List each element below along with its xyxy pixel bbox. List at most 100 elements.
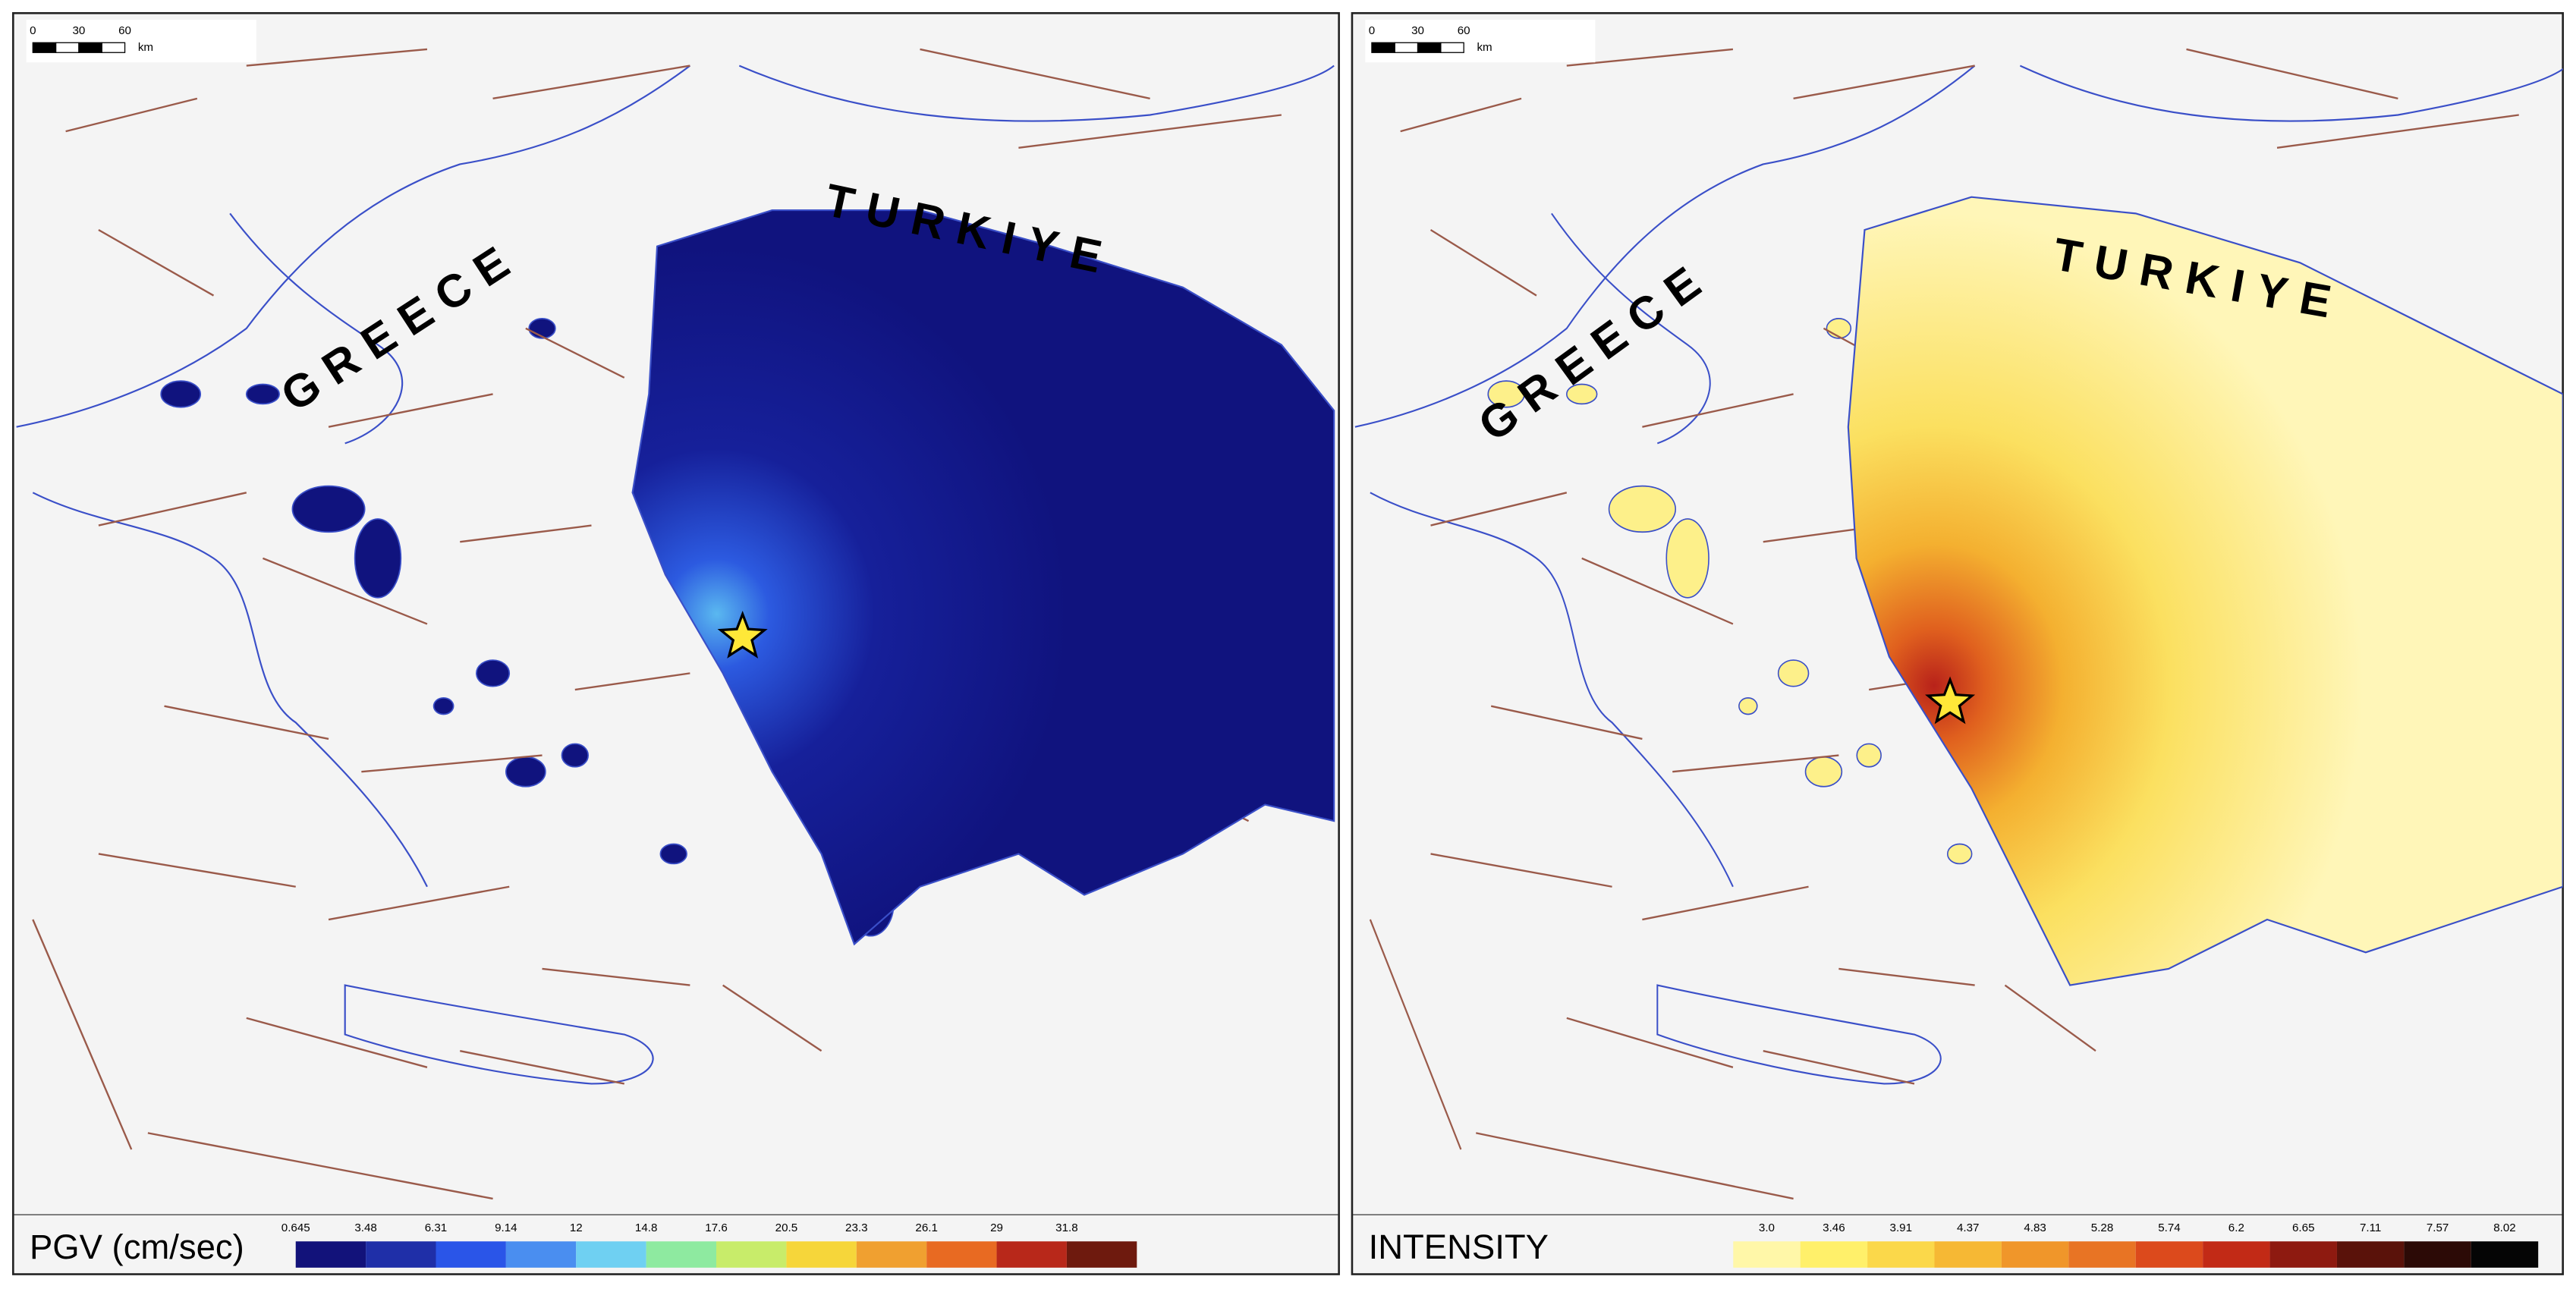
colorbar-label: 6.65 (2292, 1221, 2314, 1234)
fault-line (65, 97, 198, 133)
colorbar-label: 0.645 (282, 1221, 310, 1234)
colorbar-label: 7.11 (2360, 1221, 2381, 1234)
fault-line (328, 885, 510, 921)
colorbar-label: 8.02 (2493, 1221, 2515, 1234)
island (561, 743, 590, 768)
fault-line (1793, 64, 1975, 100)
fault-line (525, 327, 625, 379)
fault-line (262, 557, 428, 625)
colorbar-segment (716, 1241, 787, 1268)
colorbar-label: 3.46 (1823, 1221, 1845, 1234)
fault-line (98, 853, 296, 888)
colorbar-segment (2336, 1241, 2405, 1268)
coastline (1656, 984, 1942, 1085)
colorbar-label: 29 (990, 1221, 1003, 1234)
fault-line (1430, 853, 1612, 888)
colorbar-segment (926, 1241, 997, 1268)
colorbar-label: 6.31 (425, 1221, 447, 1234)
colorbar-label: 7.57 (2427, 1221, 2449, 1234)
colorbar-segment (786, 1241, 857, 1268)
coastline (32, 492, 428, 888)
island (1826, 318, 1852, 339)
scale-bar-unit: km (138, 41, 153, 54)
fault-line (2186, 48, 2398, 100)
fault-line (1490, 705, 1643, 740)
shaking-region (631, 209, 1335, 946)
colorbar-label: 6.2 (2228, 1221, 2244, 1234)
colorbar-label: 23.3 (845, 1221, 867, 1234)
scale-bar-segment (1371, 42, 1395, 53)
scale-bar-label: 30 (73, 24, 86, 37)
coastline (1551, 212, 1711, 445)
fault-line (147, 1132, 493, 1200)
colorbar-segment (2203, 1241, 2270, 1268)
fault-line (246, 48, 428, 67)
coastline (2019, 64, 2563, 122)
scale-bar-label: 0 (30, 24, 36, 37)
colorbar-label: 14.8 (635, 1221, 657, 1234)
fault-line (98, 228, 215, 297)
fault-line (1400, 97, 1522, 133)
coastline (16, 64, 691, 428)
island (1946, 843, 1973, 865)
fault-line (328, 393, 493, 428)
colorbar-label: 9.14 (495, 1221, 517, 1234)
colorbar-label: 12 (570, 1221, 583, 1234)
colorbar-segment (2471, 1241, 2539, 1268)
fault-line (1642, 885, 1809, 921)
scale-bar-unit: km (1477, 41, 1492, 54)
scale-bar-bg (26, 19, 256, 63)
fault-line (32, 919, 133, 1150)
colorbar-segment (1066, 1241, 1137, 1268)
fault-line (1369, 919, 1462, 1150)
colorbar-segment (2135, 1241, 2203, 1268)
coastline (229, 212, 404, 445)
epicenter-star (717, 610, 768, 659)
fault-line (920, 48, 1150, 100)
colorbar-segment (856, 1241, 927, 1268)
island (1856, 743, 1882, 768)
island (291, 485, 366, 533)
colorbar-label: 31.8 (1055, 1221, 1077, 1234)
legend-title: INTENSITY (1369, 1228, 1549, 1266)
island (1777, 659, 1810, 687)
island (659, 843, 687, 865)
island (505, 756, 546, 788)
colorbar-segment (1733, 1241, 1801, 1268)
scale-bar-segment (101, 42, 126, 53)
island (245, 383, 280, 405)
scale-bar-label: 0 (1369, 24, 1375, 37)
island (1608, 485, 1677, 533)
coastline (1370, 492, 1734, 888)
colorbar-segment (2404, 1241, 2471, 1268)
shaking-region (1847, 196, 2563, 986)
coastline (344, 984, 654, 1085)
colorbar-label: 5.28 (2091, 1221, 2113, 1234)
fault-line (492, 64, 690, 100)
coastline (738, 64, 1335, 122)
fault-line (246, 1017, 428, 1068)
fault-line (460, 524, 592, 543)
colorbar-label: 3.48 (354, 1221, 376, 1234)
fault-line (98, 492, 247, 527)
fault-line (460, 1050, 625, 1085)
fault-line (1672, 754, 1839, 773)
fault-line (1642, 393, 1794, 428)
colorbar-segment (366, 1241, 436, 1268)
colorbar-segment (1934, 1241, 2002, 1268)
colorbar-label: 5.74 (2158, 1221, 2180, 1234)
fault-line (361, 754, 543, 773)
legend-title: PGV (cm/sec) (30, 1228, 244, 1266)
colorbar-label: 4.83 (2024, 1221, 2046, 1234)
island (432, 696, 454, 715)
colorbar-label: 20.5 (775, 1221, 797, 1234)
island (1738, 696, 1758, 715)
colorbar-segment (2068, 1241, 2136, 1268)
scale-bar-label: 60 (118, 24, 131, 37)
fault-line (1566, 1017, 1734, 1068)
coastline (1354, 64, 1976, 428)
fault-line (1018, 114, 1282, 149)
